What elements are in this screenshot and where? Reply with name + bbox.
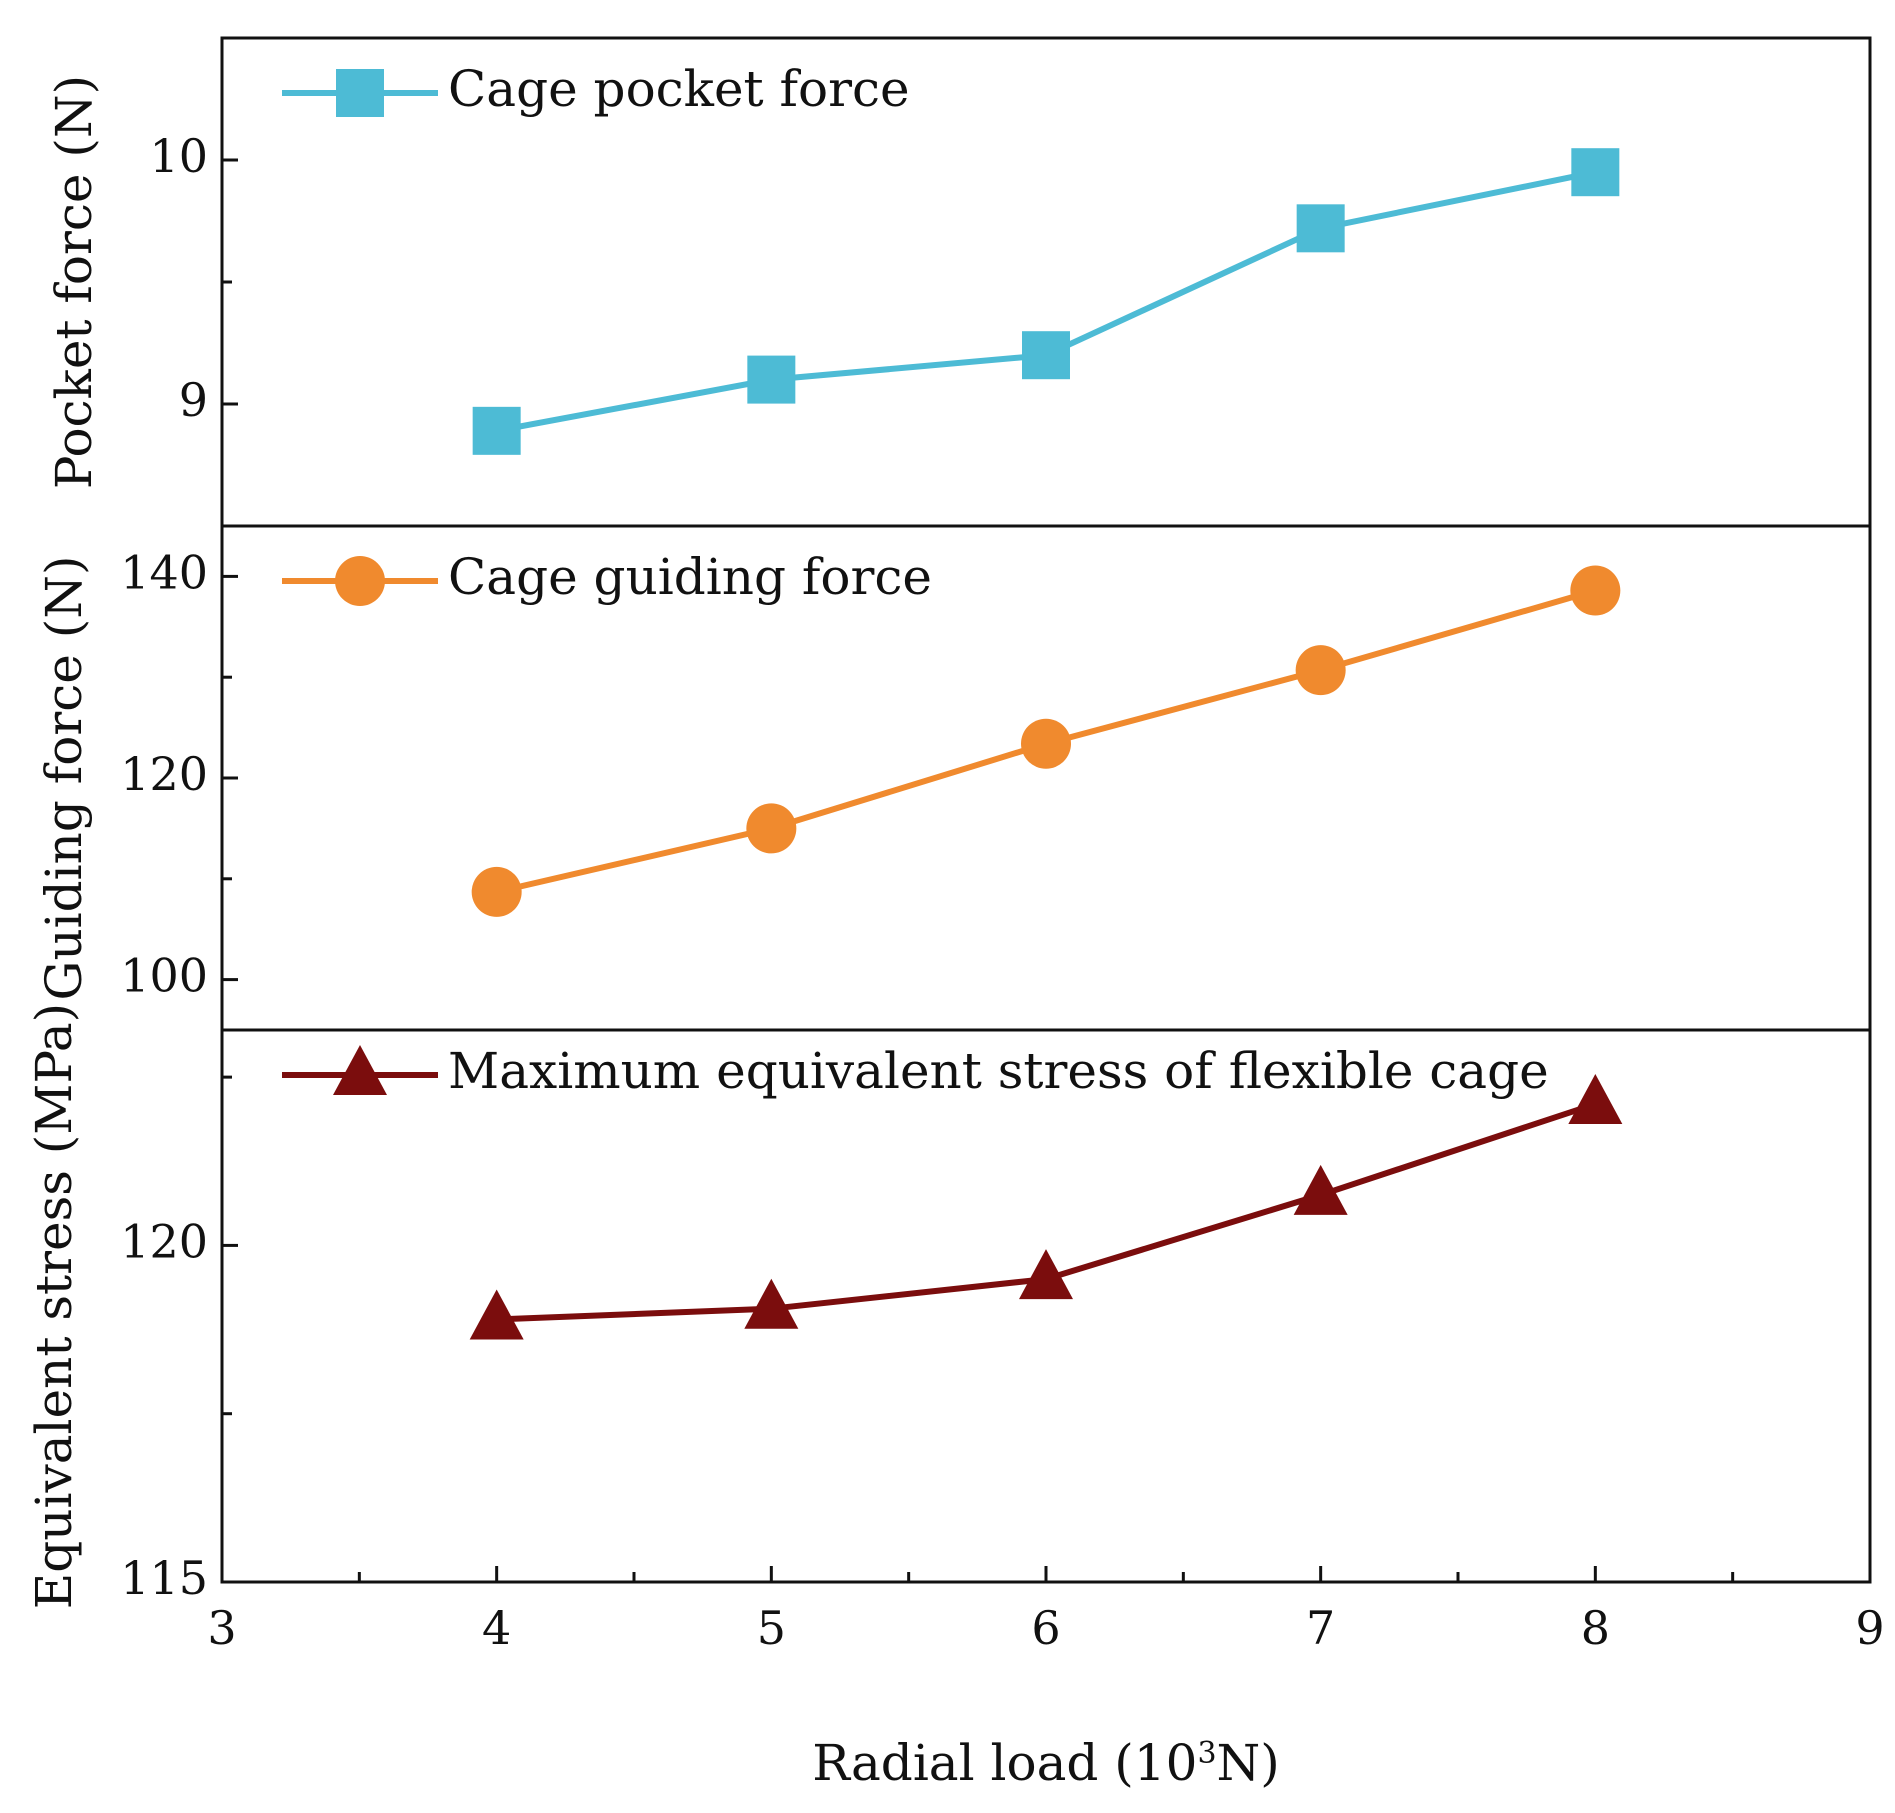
x-tick-label: 9: [1855, 1601, 1884, 1655]
x-tick-label: 4: [482, 1601, 511, 1655]
y-axis-title: Pocket force (N): [45, 75, 103, 489]
panel-frame: [220, 1028, 1872, 1584]
x-axis-title-main: Radial load (10: [812, 1734, 1197, 1792]
data-point: [744, 1278, 799, 1329]
data-point: [1296, 204, 1345, 253]
y-axis-title: Equivalent stress (MPa): [25, 1003, 83, 1609]
legend-label: Cage guiding force: [448, 548, 932, 606]
legend-marker: [333, 1045, 387, 1095]
data-point: [1019, 1249, 1073, 1300]
y-tick-label: 120: [120, 747, 208, 801]
data-point: [469, 1289, 524, 1340]
y-tick-label: 140: [120, 545, 208, 599]
data-point: [1293, 1164, 1348, 1215]
y-tick-label: 115: [120, 1551, 208, 1605]
panel-3: 115 120 Equivalent stress (MPa) Maximum equ…: [25, 1003, 1872, 1609]
legend-marker: [336, 69, 384, 117]
x-tick-label: 3: [207, 1601, 236, 1655]
data-point: [1021, 718, 1071, 769]
x-tick-label: 8: [1581, 1601, 1610, 1655]
x-tick-label: 6: [1031, 1601, 1060, 1655]
data-point: [1571, 148, 1620, 197]
y-tick-label: 10: [149, 129, 208, 183]
data-point: [1295, 645, 1346, 696]
panel-2: 100 120 140 Guiding force (N) Cage guiding f…: [35, 524, 1872, 1032]
x-axis-title-end: N): [1217, 1734, 1280, 1792]
y-tick-label: 100: [120, 949, 208, 1003]
legend-label: Cage pocket force: [448, 60, 910, 118]
y-axis-title: Guiding force (N): [35, 556, 93, 1001]
data-point: [1022, 331, 1070, 380]
y-tick-label: 120: [120, 1214, 208, 1268]
data-point: [471, 866, 522, 917]
x-axis-title: Radial load (103N): [812, 1734, 1280, 1792]
x-tick-label: 7: [1306, 1601, 1335, 1655]
y-tick-label: 9: [179, 373, 208, 427]
x-axis-title-superscript: 3: [1197, 1736, 1216, 1771]
x-tick-label: 5: [757, 1601, 786, 1655]
data-point: [1570, 565, 1621, 616]
legend-label: Maximum equivalent stress of flexible ca…: [448, 1042, 1549, 1100]
legend-marker: [335, 556, 385, 606]
panel-1: 9 10 Pocket force (N) Cage pocket force: [45, 36, 1872, 528]
series-line: [496, 169, 1596, 434]
data-point: [746, 803, 797, 854]
data-point: [747, 355, 796, 404]
data-point: [1568, 1074, 1623, 1125]
data-point: [472, 406, 521, 455]
